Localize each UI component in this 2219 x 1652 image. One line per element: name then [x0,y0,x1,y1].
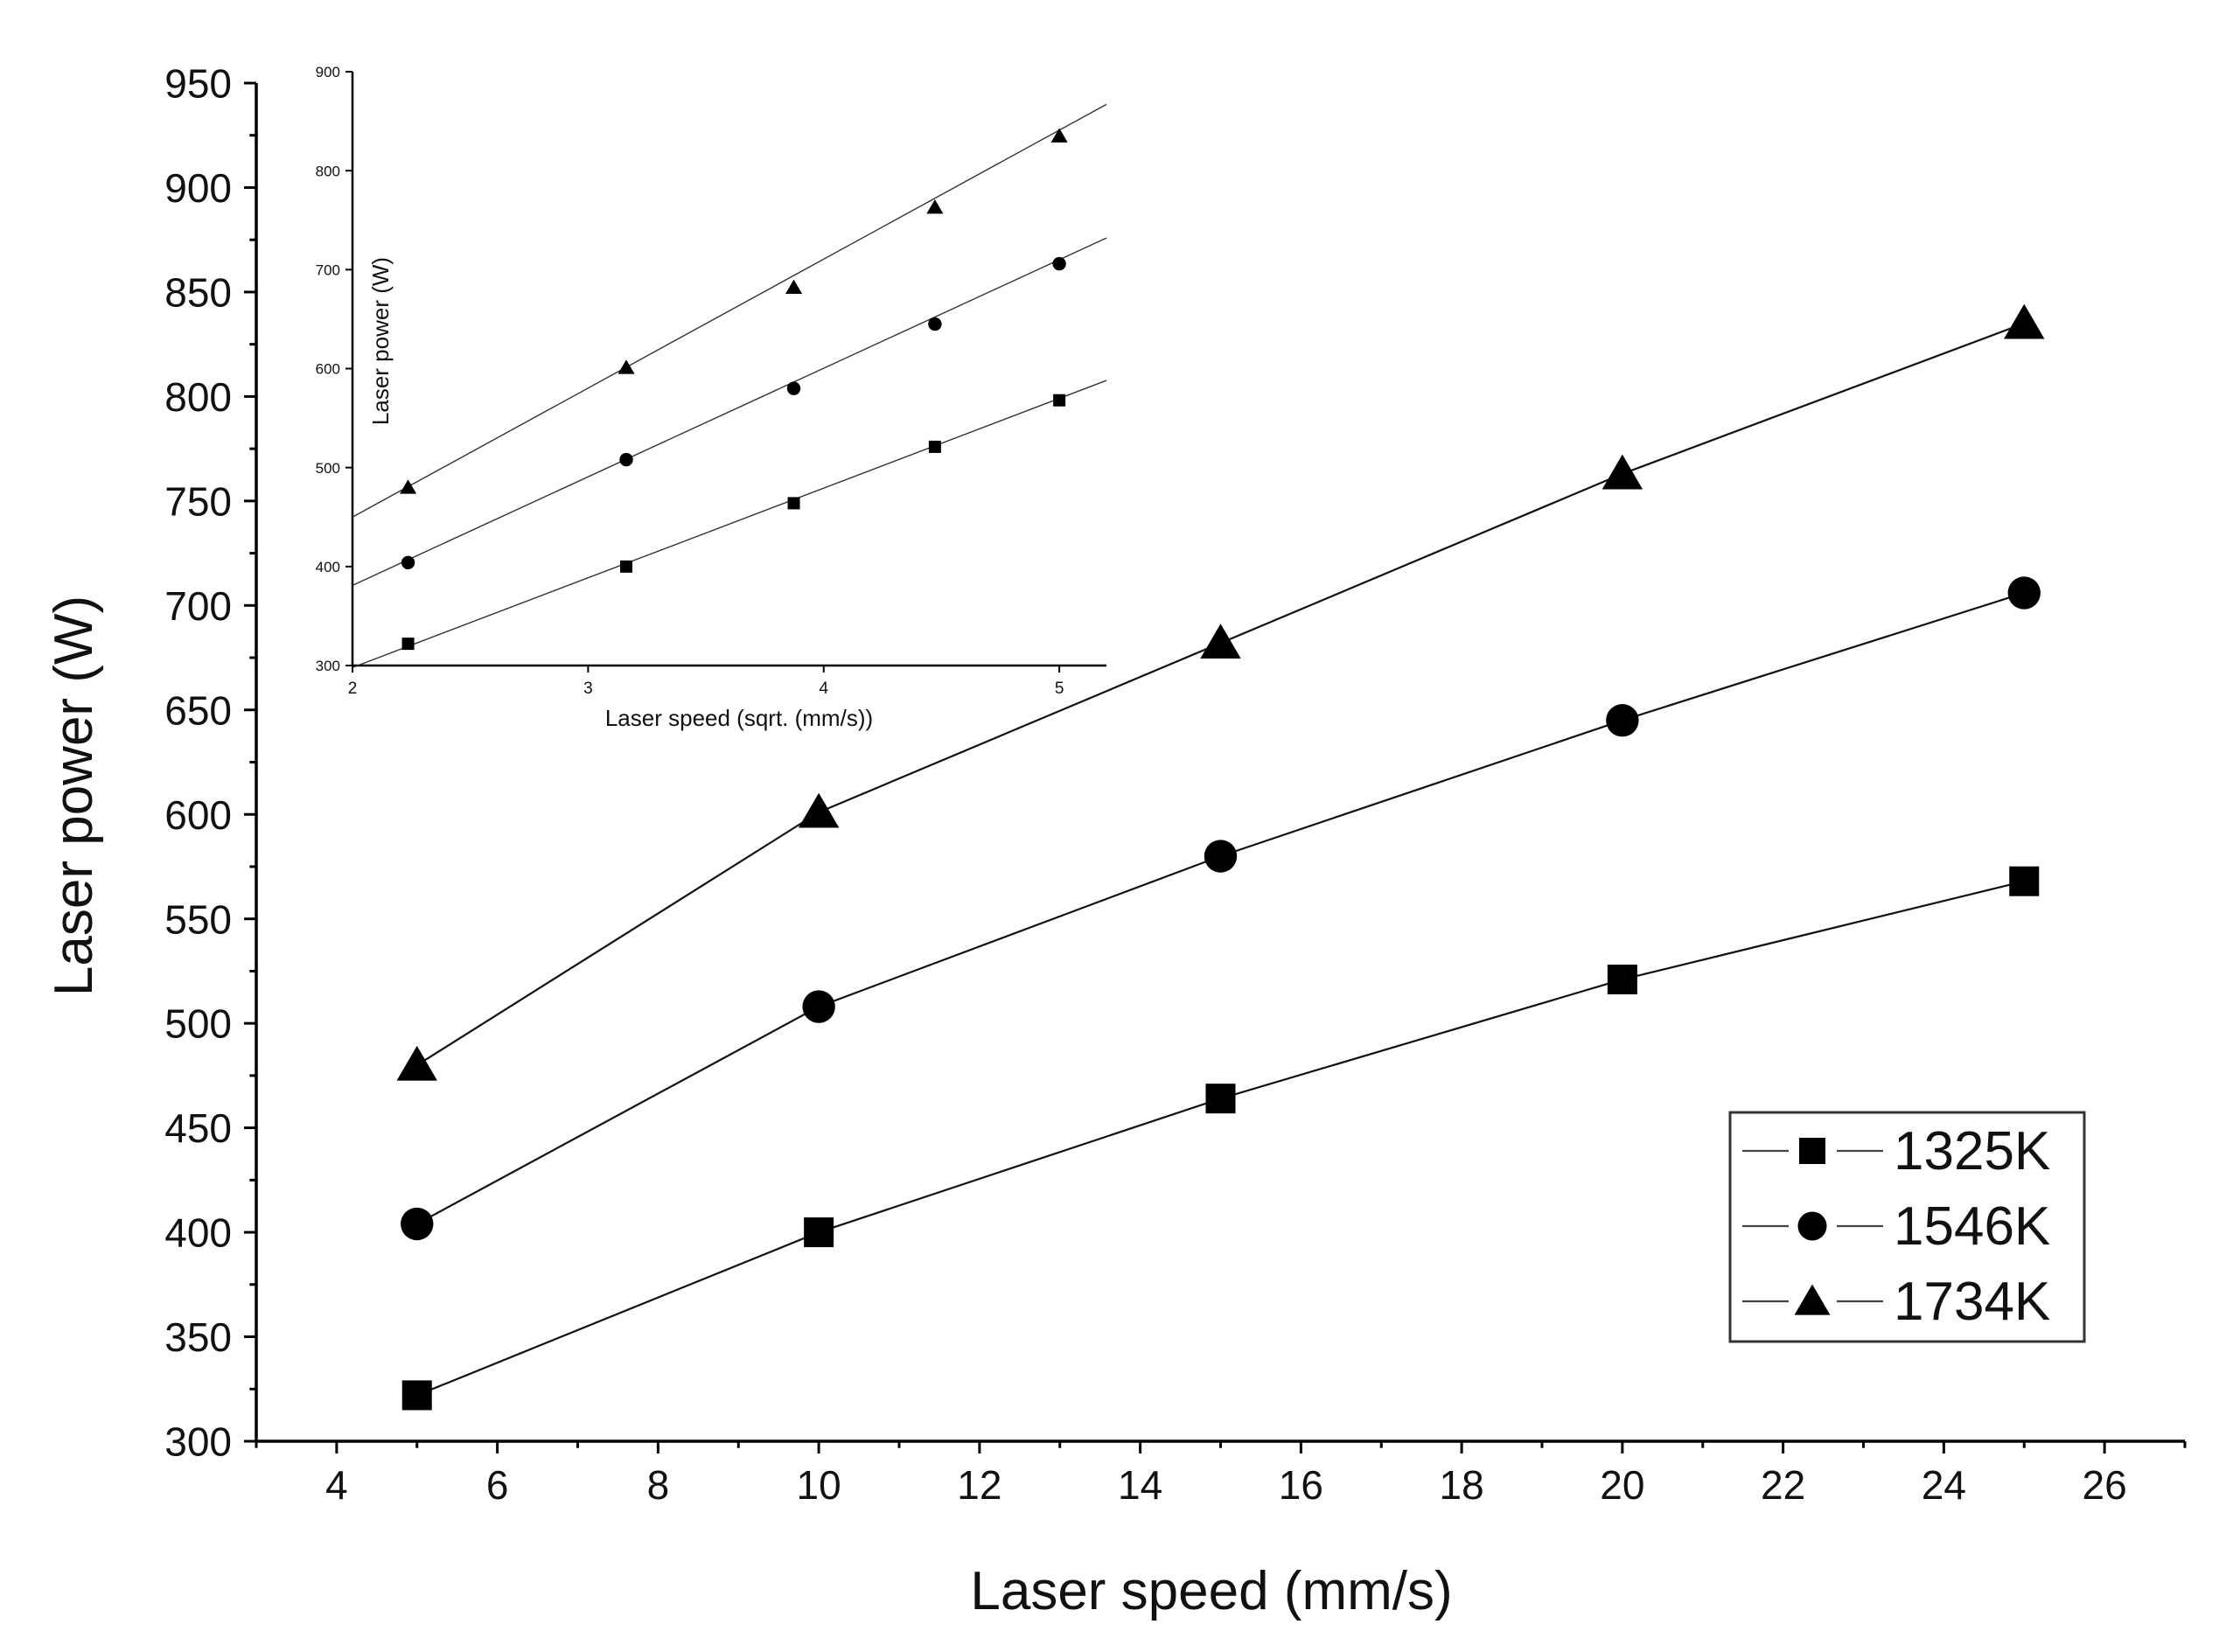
legend-items: 1325K 1546K 1734K [1742,1121,2050,1332]
inset-point-1325k [1053,394,1066,407]
legend: 1325K 1546K 1734K [1728,1111,2086,1343]
main-ticks: 300 350 400 450 500 550 600 650 700 750 800 850 900 9… [164,61,2187,1508]
main-y-tick-label: 600 [164,792,232,838]
inset-x-tick-label: 5 [1055,680,1064,698]
inset-y-tick-label: 500 [316,460,340,477]
main-point-1325k [804,1217,834,1248]
inset-point-1546k [786,381,801,395]
main-y-tick-label: 900 [164,165,232,211]
inset-point-1734k [618,359,635,374]
inset-x-tick-label: 3 [583,680,593,698]
inset-markers [400,128,1068,651]
main-x-tick-label: 18 [1440,1462,1484,1508]
inset-fit-line-1734k [352,103,1107,518]
inset-point-1546k [619,452,633,467]
main-x-tick-label: 6 [486,1462,509,1508]
main-point-1325k [1607,964,1637,994]
main-point-1546k [2007,576,2041,610]
main-point-1546k [1606,704,1639,737]
legend-marker-1546k [1797,1211,1827,1241]
main-x-tick-label: 8 [647,1462,670,1508]
legend-marker-1325k [1799,1138,1825,1164]
main-point-1546k [1204,840,1238,873]
inset-point-1325k [787,497,800,510]
inset-ticks: 300 400 500 600 700 800 900 2 3 4 5 [316,64,1064,698]
legend-box [1728,1111,2086,1343]
main-point-1325k [2009,866,2040,896]
main-y-tick-label: 550 [164,896,232,942]
main-point-1325k [1205,1084,1236,1114]
inset-fit-line-1325k [352,380,1107,668]
main-y-tick-label: 300 [164,1419,232,1465]
legend-label-1734k: 1734K [1894,1272,2050,1332]
legend-marker-1734k [1794,1284,1831,1315]
inset-y-tick-label: 400 [316,559,340,575]
main-y-axis-label: Laser power (W) [44,596,104,996]
main-x-axis-label: Laser speed (mm/s) [970,1561,1452,1621]
inset-y-tick-label: 800 [316,163,340,179]
main-x-tick-label: 14 [1118,1462,1162,1508]
main-y-tick-label: 400 [164,1210,232,1256]
inset-x-tick-label: 2 [348,680,358,698]
main-x-tick-label: 22 [1761,1462,1805,1508]
main-chart: 300 350 400 450 500 550 600 650 700 750 800 850 900 9… [44,61,2187,1621]
main-x-tick-label: 4 [325,1462,348,1508]
inset-y-tick-label: 700 [316,261,340,278]
main-y-tick-label: 350 [164,1314,232,1360]
inset-x-axis-label: Laser speed (sqrt. (mm/s)) [605,705,873,731]
main-x-tick-label: 20 [1600,1462,1644,1508]
main-x-tick-label: 24 [1922,1462,1966,1508]
main-point-1546k [802,990,835,1023]
main-point-1734k [2004,303,2045,339]
main-y-tick-label: 500 [164,1001,232,1047]
main-point-1325k [401,1380,432,1411]
main-x-tick-label: 26 [2083,1462,2127,1508]
main-y-tick-label: 950 [164,61,232,107]
main-markers [396,303,2045,1411]
main-point-1734k [798,792,840,828]
main-x-tick-label: 16 [1279,1462,1323,1508]
inset-point-1734k [1050,128,1068,143]
inset-y-tick-label: 900 [316,64,340,80]
inset-point-1546k [928,317,942,331]
inset-chart: 300 400 500 600 700 800 900 2 3 4 5 Laser speed (s… [316,64,1107,731]
main-point-1734k [396,1045,437,1081]
inset-point-1546k [401,555,415,570]
legend-label-1546k: 1546K [1894,1196,2050,1257]
main-y-tick-label: 700 [164,583,232,629]
inset-y-axis-label: Laser power (W) [367,257,394,425]
inset-y-tick-label: 300 [316,658,340,674]
main-y-tick-label: 750 [164,478,232,524]
main-point-1546k [401,1207,434,1241]
inset-point-1325k [928,440,941,453]
inset-fit-line-1546k [352,237,1107,586]
inset-y-tick-label: 600 [316,361,340,378]
inset-x-tick-label: 4 [819,680,828,698]
inset-point-1546k [1052,256,1066,271]
inset-point-1734k [926,199,944,214]
main-y-tick-label: 450 [164,1105,232,1151]
main-x-tick-label: 12 [957,1462,1001,1508]
main-point-1734k [1601,454,1643,490]
legend-label-1325k: 1325K [1894,1121,2050,1181]
inset-fit-lines [352,103,1107,668]
main-x-tick-label: 10 [797,1462,841,1508]
inset-point-1734k [785,279,803,294]
inset-point-1325k [401,638,415,651]
main-point-1734k [1200,624,1241,659]
inset-point-1325k [620,560,633,573]
inset-point-1734k [400,479,417,494]
main-y-tick-label: 650 [164,687,232,733]
main-y-tick-label: 800 [164,374,232,420]
main-y-tick-label: 850 [164,269,232,315]
